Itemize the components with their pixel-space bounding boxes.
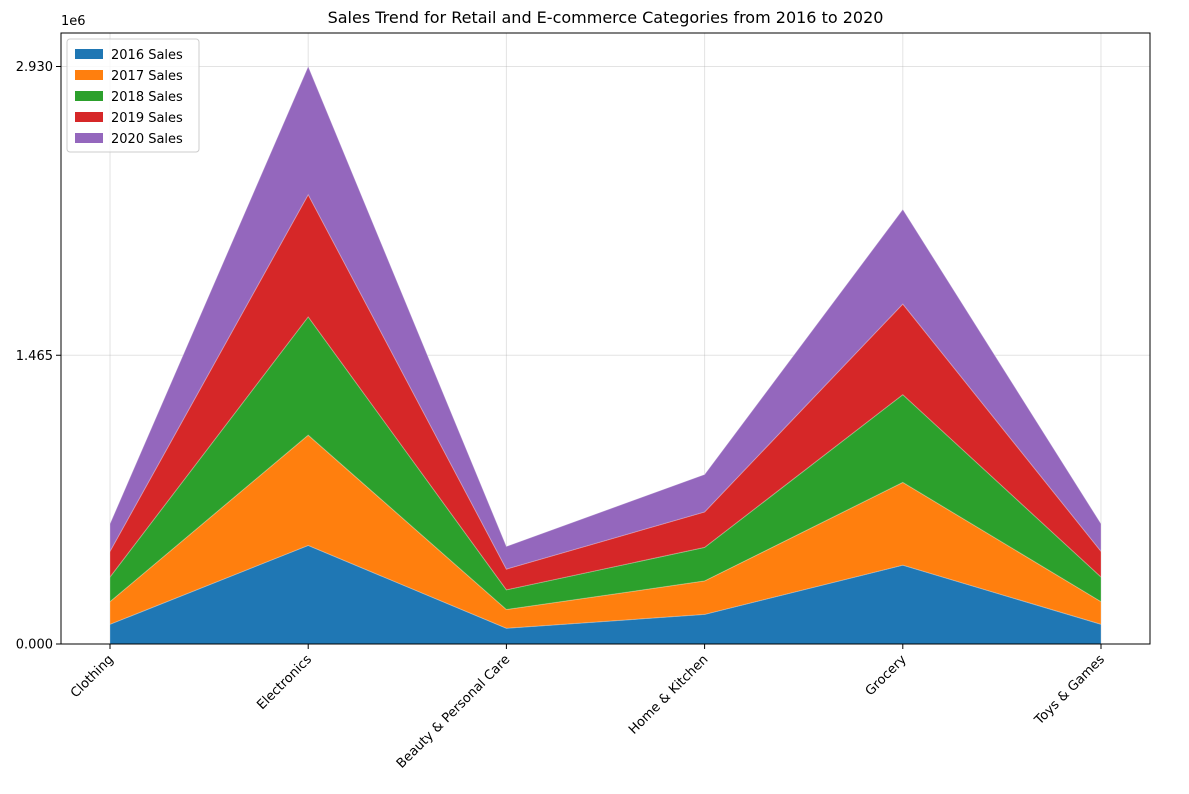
area-series-2020-sales (109, 65, 1102, 570)
plot-frame (60, 32, 1151, 645)
legend-label: 2020 Sales (111, 132, 183, 147)
y-tick-label: 0.000 (16, 638, 53, 653)
legend-label: 2019 Sales (111, 111, 183, 126)
legend-swatch (75, 112, 103, 122)
x-tick-label: Home & Kitchen (626, 652, 711, 737)
x-tick-label: Electronics (254, 652, 315, 713)
x-tick-label: Toys & Games (1031, 652, 1108, 729)
area-layer (109, 65, 1102, 645)
y-tick-label: 1.465 (16, 349, 53, 364)
legend-swatch (75, 133, 103, 143)
legend-box (66, 38, 200, 153)
chart-title: Sales Trend for Retail and E-commerce Ca… (328, 8, 884, 27)
x-tick-label: Grocery (863, 652, 910, 699)
legend-label: 2017 Sales (111, 69, 183, 84)
y-offset-label: 1e6 (61, 14, 86, 29)
legend-swatch (75, 91, 103, 101)
legend-swatch (75, 70, 103, 80)
legend-label: 2016 Sales (111, 48, 183, 63)
legend-label: 2018 Sales (111, 90, 183, 105)
legend: 2016 Sales 2017 Sales 2018 Sales 2019 Sales… (66, 38, 200, 153)
x-tick-label: Clothing (68, 652, 117, 701)
legend-swatch (75, 49, 103, 59)
y-tick-label: 2.930 (16, 60, 53, 75)
x-tick-label: Beauty & Personal Care (394, 652, 513, 771)
